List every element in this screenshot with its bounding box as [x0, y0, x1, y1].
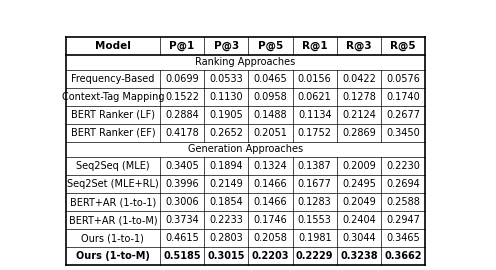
Text: R@1: R@1: [302, 40, 327, 51]
Text: 0.2124: 0.2124: [342, 110, 376, 120]
Text: Context-Tag Mapping: Context-Tag Mapping: [62, 92, 164, 102]
Text: 0.3996: 0.3996: [165, 179, 199, 189]
Text: 0.2947: 0.2947: [386, 215, 420, 225]
Text: P@3: P@3: [214, 40, 239, 51]
Text: Seq2Set (MLE+RL): Seq2Set (MLE+RL): [67, 179, 159, 189]
Text: 0.2694: 0.2694: [386, 179, 420, 189]
Text: 0.0156: 0.0156: [298, 74, 332, 84]
Text: 0.4178: 0.4178: [165, 128, 199, 138]
Text: 0.2677: 0.2677: [386, 110, 420, 120]
Text: Generation Approaches: Generation Approaches: [188, 144, 303, 154]
Text: 0.2869: 0.2869: [342, 128, 376, 138]
Text: 0.1981: 0.1981: [298, 233, 331, 243]
Text: 0.1466: 0.1466: [254, 179, 287, 189]
Text: BERT Ranker (EF): BERT Ranker (EF): [70, 128, 155, 138]
Text: 0.1854: 0.1854: [209, 197, 243, 207]
Text: 0.3238: 0.3238: [340, 251, 378, 261]
Text: 0.1894: 0.1894: [209, 161, 243, 171]
Text: 0.1278: 0.1278: [342, 92, 376, 102]
Text: 0.2233: 0.2233: [209, 215, 243, 225]
Text: P@1: P@1: [170, 40, 195, 51]
Text: R@3: R@3: [346, 40, 372, 51]
Text: 0.2051: 0.2051: [253, 128, 288, 138]
Text: 0.2495: 0.2495: [342, 179, 376, 189]
Text: BERT+AR (1-to-M): BERT+AR (1-to-M): [68, 215, 157, 225]
Text: 0.2058: 0.2058: [253, 233, 288, 243]
Text: 0.1130: 0.1130: [209, 92, 243, 102]
Text: R@5: R@5: [390, 40, 416, 51]
Text: 0.2803: 0.2803: [209, 233, 243, 243]
Text: Ours (1-to-1): Ours (1-to-1): [81, 233, 144, 243]
Text: 0.1466: 0.1466: [254, 197, 287, 207]
Text: 0.1283: 0.1283: [298, 197, 332, 207]
Text: 0.1488: 0.1488: [254, 110, 287, 120]
Text: 0.0699: 0.0699: [165, 74, 199, 84]
Text: Ranking Approaches: Ranking Approaches: [195, 57, 296, 67]
Text: 0.2652: 0.2652: [209, 128, 244, 138]
Text: P@5: P@5: [258, 40, 283, 51]
Text: 0.0621: 0.0621: [298, 92, 332, 102]
Text: Frequency-Based: Frequency-Based: [71, 74, 155, 84]
Text: 0.2588: 0.2588: [386, 197, 420, 207]
Text: 0.1746: 0.1746: [253, 215, 287, 225]
Text: 0.2230: 0.2230: [386, 161, 420, 171]
Text: 0.3450: 0.3450: [386, 128, 420, 138]
Text: 0.2149: 0.2149: [209, 179, 243, 189]
Text: Ours (1-to-M): Ours (1-to-M): [76, 251, 150, 261]
Text: 0.1740: 0.1740: [386, 92, 420, 102]
Text: 0.3006: 0.3006: [165, 197, 199, 207]
Text: 0.0465: 0.0465: [253, 74, 287, 84]
Text: BERT Ranker (LF): BERT Ranker (LF): [71, 110, 155, 120]
Text: 0.1677: 0.1677: [298, 179, 332, 189]
Text: 0.1752: 0.1752: [298, 128, 332, 138]
Text: 0.3465: 0.3465: [386, 233, 420, 243]
Text: 0.5185: 0.5185: [163, 251, 201, 261]
Text: 0.2404: 0.2404: [342, 215, 376, 225]
Text: 0.2229: 0.2229: [296, 251, 333, 261]
Text: 0.3734: 0.3734: [165, 215, 199, 225]
Text: 0.2009: 0.2009: [342, 161, 376, 171]
Text: 0.3015: 0.3015: [208, 251, 245, 261]
Text: 0.3044: 0.3044: [342, 233, 376, 243]
Text: 0.0533: 0.0533: [209, 74, 243, 84]
Text: BERT+AR (1-to-1): BERT+AR (1-to-1): [70, 197, 156, 207]
Text: 0.1387: 0.1387: [298, 161, 332, 171]
Text: 0.2884: 0.2884: [165, 110, 199, 120]
Text: 0.3405: 0.3405: [165, 161, 199, 171]
Text: 0.0422: 0.0422: [342, 74, 376, 84]
Text: 0.3662: 0.3662: [384, 251, 422, 261]
Text: 0.4615: 0.4615: [165, 233, 199, 243]
Text: 0.1134: 0.1134: [298, 110, 331, 120]
Text: 0.2049: 0.2049: [342, 197, 376, 207]
Text: 0.1522: 0.1522: [165, 92, 199, 102]
Text: 0.2203: 0.2203: [252, 251, 289, 261]
Text: 0.1324: 0.1324: [253, 161, 287, 171]
Text: Model: Model: [95, 40, 131, 50]
Text: Seq2Seq (MLE): Seq2Seq (MLE): [76, 161, 150, 171]
Text: 0.0576: 0.0576: [386, 74, 420, 84]
Text: 0.1905: 0.1905: [209, 110, 243, 120]
Text: 0.1553: 0.1553: [298, 215, 332, 225]
Text: 0.0958: 0.0958: [253, 92, 287, 102]
